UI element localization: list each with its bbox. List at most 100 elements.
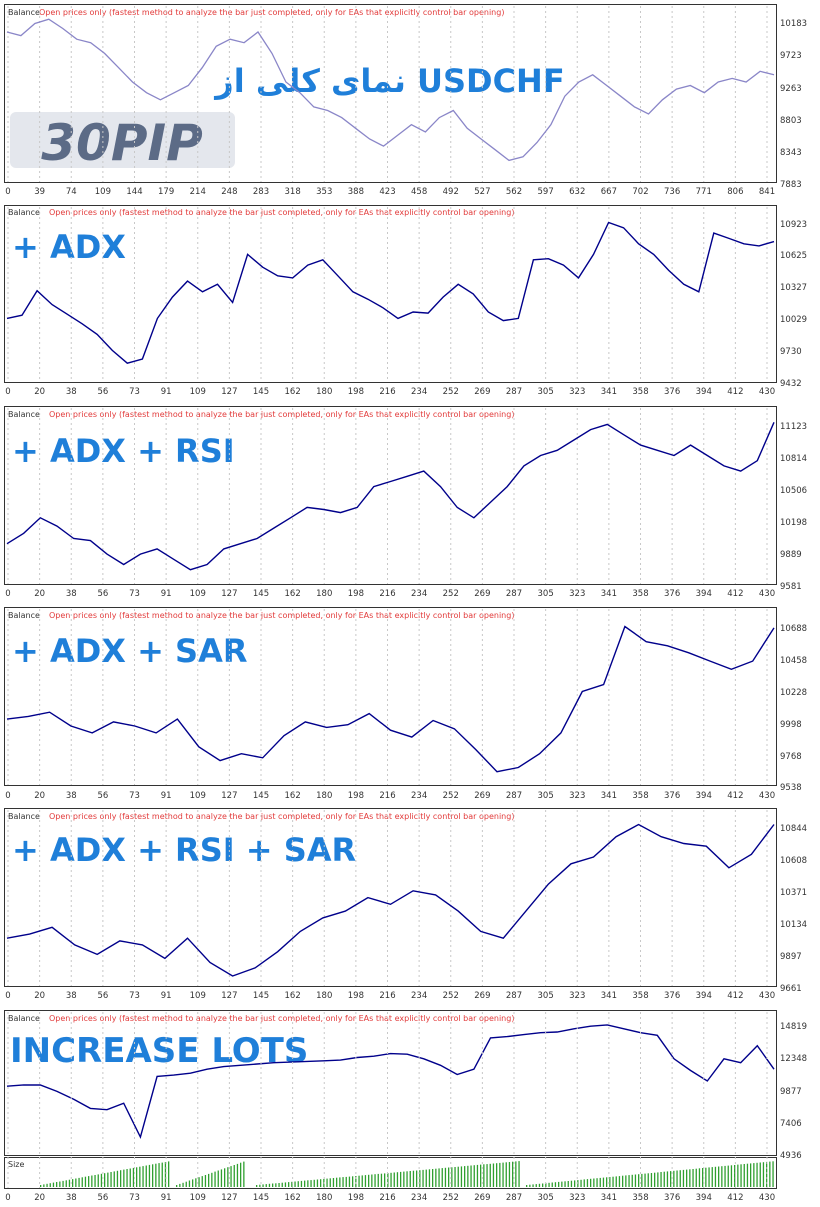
size-bar: [561, 1181, 563, 1187]
size-bar: [622, 1175, 624, 1187]
x-tick: 323: [569, 1193, 585, 1203]
size-bar: [714, 1166, 717, 1187]
x-tick: 252: [443, 1193, 459, 1203]
x-tick: 287: [506, 589, 522, 599]
size-bar: [412, 1170, 415, 1187]
size-bar: [554, 1182, 557, 1187]
x-tick: 353: [316, 187, 332, 197]
x-axis: 0 20 38 56 73 91 109 127 145 162 180 198 216 234 252 26…: [5, 207, 775, 397]
size-bar: [291, 1181, 293, 1187]
panel-adx: Balance Open prices only (fastest method…: [4, 205, 807, 397]
size-bar: [535, 1184, 537, 1187]
x-tick: 394: [696, 791, 712, 801]
header-label: Balance: [8, 1014, 40, 1023]
size-bar: [489, 1163, 491, 1187]
size-bar: [647, 1173, 649, 1187]
x-tick: 423: [379, 187, 395, 197]
x-tick: 358: [632, 387, 648, 397]
x-tick: 91: [161, 991, 172, 1001]
size-bar: [81, 1177, 83, 1187]
size-bar: [281, 1182, 283, 1187]
size-bar: [188, 1180, 191, 1187]
size-bar: [467, 1165, 469, 1187]
x-tick: 145: [253, 1193, 269, 1203]
y-tick: 10923: [780, 220, 807, 230]
size-bar: [628, 1175, 630, 1187]
x-tick: 198: [348, 791, 364, 801]
size-bar: [204, 1175, 207, 1187]
size-bar: [602, 1177, 605, 1187]
size-label: Size: [8, 1160, 25, 1169]
panel-adx-rsi: Balance Open prices only (fastest method…: [4, 406, 807, 599]
size-bar: [94, 1175, 96, 1187]
x-tick: 376: [664, 589, 680, 599]
header-label: Balance: [8, 208, 40, 217]
size-bar: [451, 1167, 453, 1187]
size-bar: [444, 1167, 447, 1187]
size-bar: [657, 1172, 659, 1187]
size-bar: [120, 1170, 122, 1187]
x-tick: 318: [285, 187, 301, 197]
size-bar: [233, 1165, 235, 1187]
size-bar: [348, 1176, 351, 1187]
size-bar: [529, 1184, 531, 1187]
size-bar: [84, 1176, 87, 1187]
size-bar: [185, 1181, 187, 1187]
size-bar: [545, 1183, 547, 1187]
size-bar: [695, 1168, 697, 1187]
x-tick: 179: [158, 187, 174, 197]
x-tick: 287: [506, 1193, 522, 1203]
size-bar: [666, 1171, 669, 1187]
size-bar: [278, 1183, 280, 1187]
x-tick: 162: [285, 589, 301, 599]
size-bar: [772, 1161, 774, 1187]
balance-line: [6, 625, 775, 773]
y-tick: 9998: [780, 720, 802, 730]
size-bar: [220, 1169, 223, 1187]
x-tick: 394: [696, 589, 712, 599]
size-bar: [224, 1168, 226, 1187]
y-tick: 9768: [780, 752, 802, 762]
y-tick: 7883: [780, 180, 802, 190]
size-bar: [211, 1172, 213, 1187]
size-bar: [641, 1173, 643, 1187]
size-bar: [590, 1178, 592, 1187]
size-bar: [570, 1180, 573, 1187]
size-bar: [574, 1180, 576, 1187]
x-tick: 39: [34, 187, 45, 197]
size-bar: [457, 1166, 459, 1187]
size-bar: [756, 1162, 758, 1187]
x-tick: 667: [601, 187, 617, 197]
size-bar: [192, 1179, 194, 1187]
size-bar: [676, 1170, 678, 1187]
size-bar: [390, 1172, 392, 1187]
size-bar: [400, 1171, 402, 1187]
x-tick: 412: [727, 589, 743, 599]
x-tick: 430: [759, 991, 775, 1001]
size-bar: [339, 1177, 341, 1187]
size-bar: [380, 1173, 383, 1187]
x-tick: 430: [759, 589, 775, 599]
size-bar: [313, 1179, 315, 1187]
size-bar: [326, 1178, 328, 1187]
header-note: Open prices only (fastest method to anal…: [49, 611, 514, 620]
size-bar: [288, 1182, 290, 1187]
x-tick: 269: [474, 791, 490, 801]
balance-line: [6, 823, 775, 977]
x-axis: 0 20 38 56 73 91 109 127 145 162 180 198 216 234 252 26…: [5, 609, 775, 801]
y-tick: 9897: [780, 952, 802, 962]
size-bar: [766, 1161, 768, 1187]
size-bar: [396, 1172, 399, 1187]
x-tick: 269: [474, 589, 490, 599]
size-bar: [243, 1161, 245, 1187]
x-tick: 162: [285, 387, 301, 397]
size-bar: [564, 1181, 566, 1187]
y-tick: 10327: [780, 283, 807, 293]
size-bars: [40, 1161, 774, 1187]
x-tick: 109: [190, 991, 206, 1001]
size-bar: [195, 1178, 197, 1187]
size-bar: [625, 1175, 627, 1187]
balance-line: [6, 18, 775, 162]
size-bar: [762, 1162, 765, 1187]
x-tick: 269: [474, 991, 490, 1001]
